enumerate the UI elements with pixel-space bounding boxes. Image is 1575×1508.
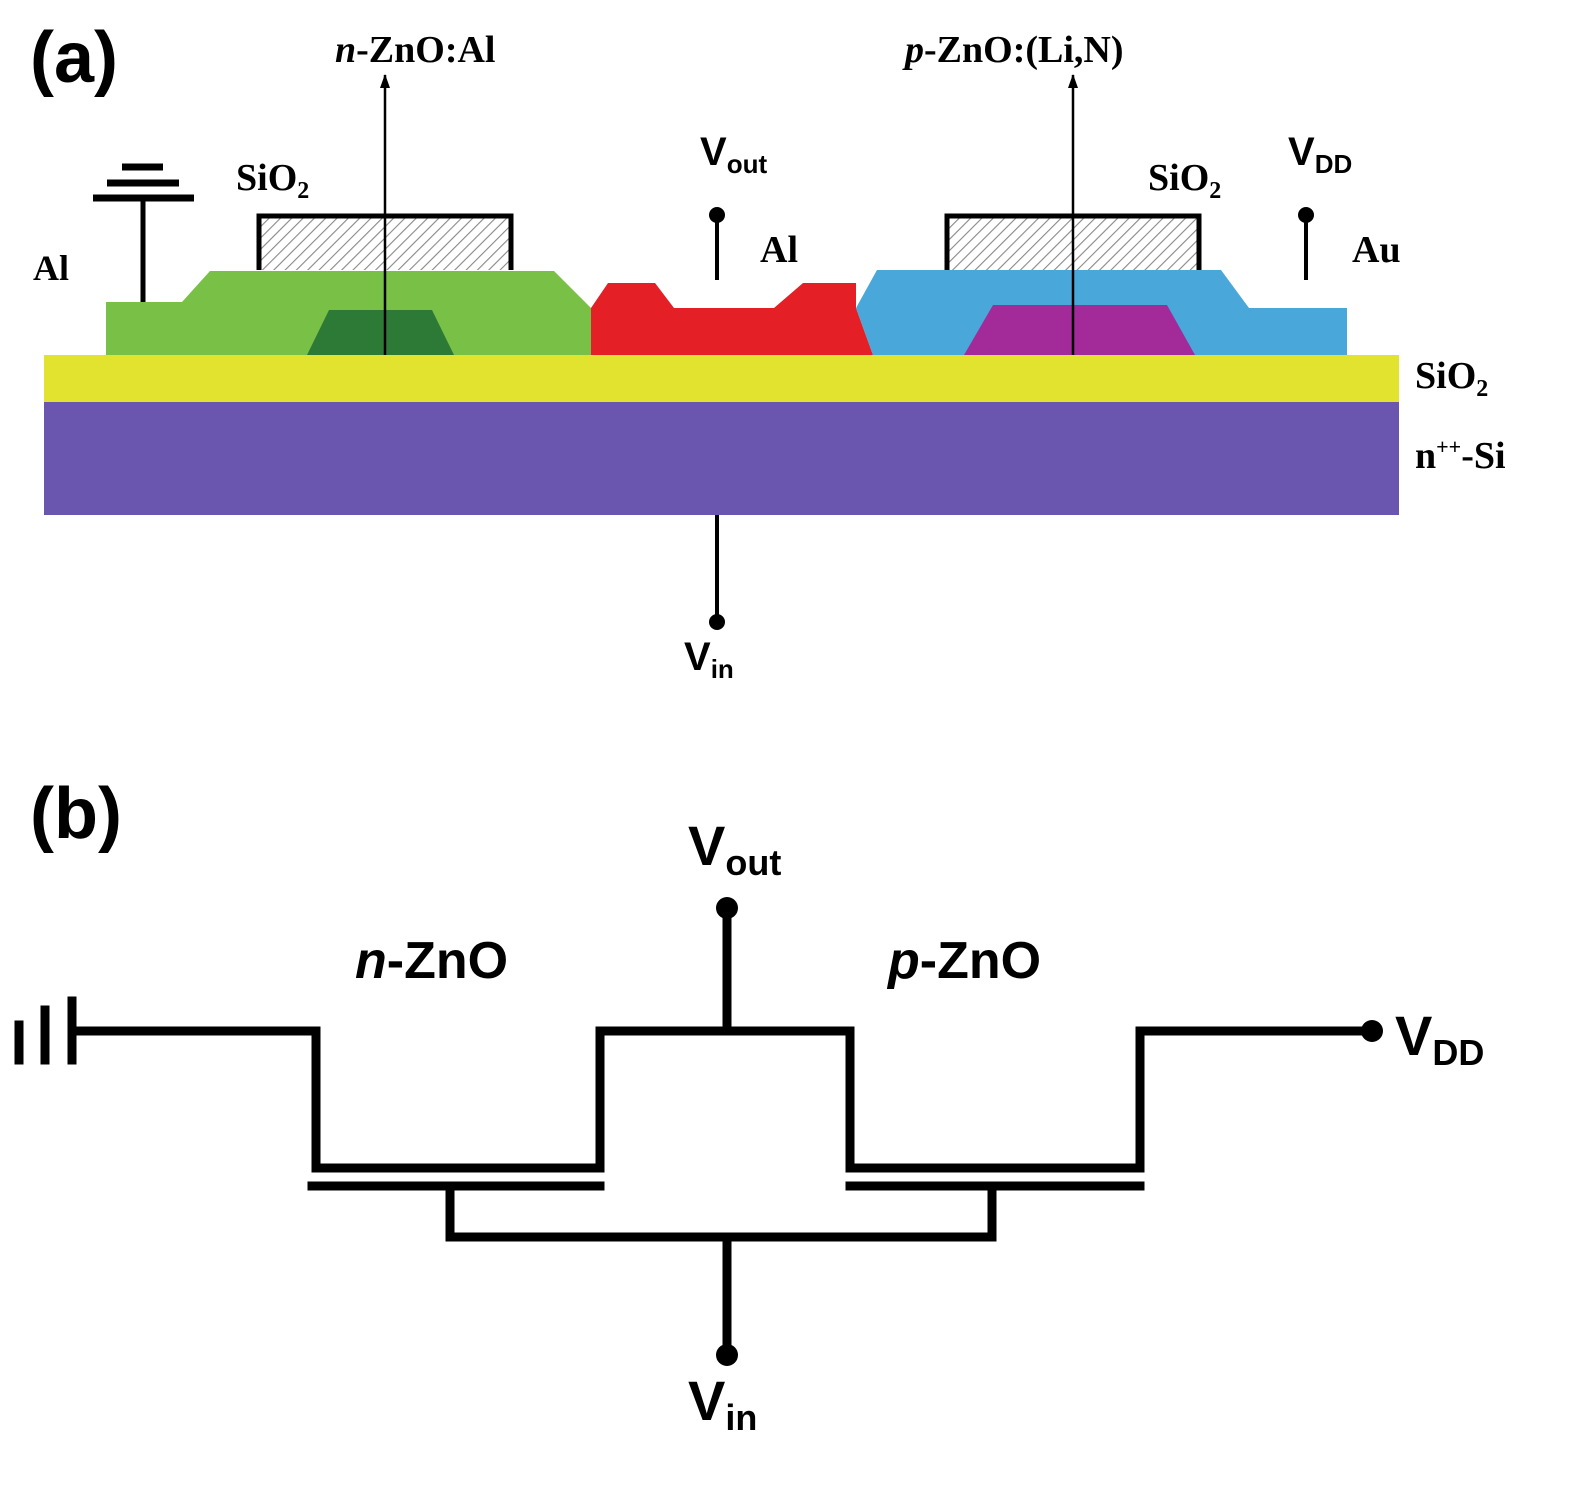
svg-text:(a): (a)	[30, 18, 118, 98]
svg-text:(b): (b)	[30, 774, 122, 854]
svg-text:p-ZnO: p-ZnO	[886, 932, 1041, 990]
svg-text:Al: Al	[33, 248, 69, 288]
svg-text:Al: Al	[760, 229, 798, 271]
svg-text:n++-Si: n++-Si	[1415, 434, 1506, 477]
svg-text:n-ZnO:Al: n-ZnO:Al	[335, 29, 496, 71]
svg-text:Au: Au	[1352, 229, 1401, 271]
svg-text:p-ZnO:(Li,N): p-ZnO:(Li,N)	[902, 29, 1124, 71]
svg-text:n-ZnO: n-ZnO	[355, 932, 508, 990]
